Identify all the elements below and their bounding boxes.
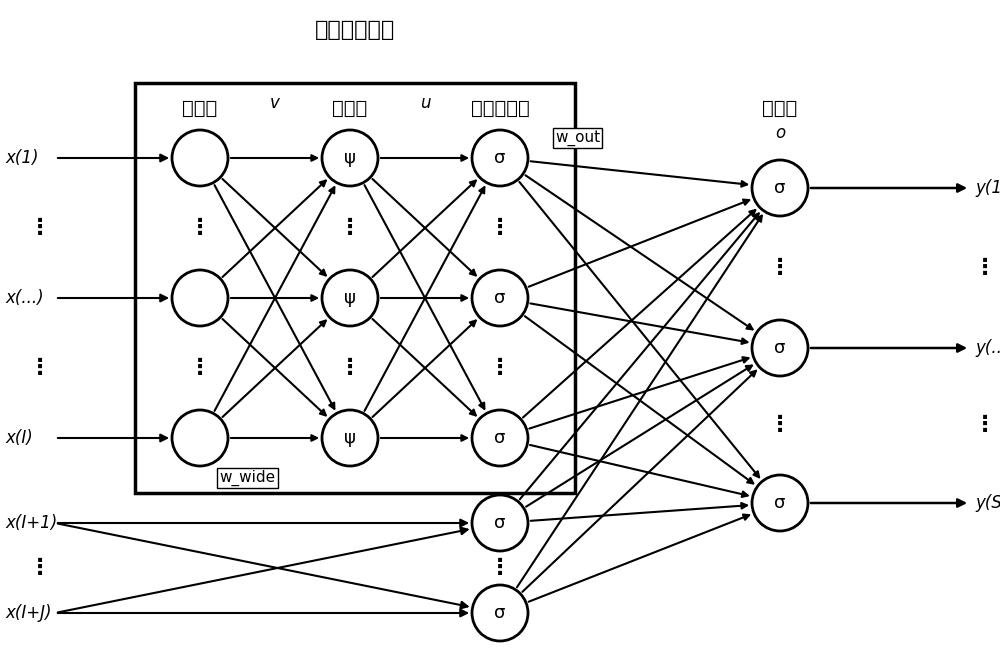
Circle shape bbox=[472, 410, 528, 466]
Circle shape bbox=[472, 270, 528, 326]
Circle shape bbox=[472, 495, 528, 551]
Circle shape bbox=[322, 410, 378, 466]
Text: x(...): x(...) bbox=[5, 289, 44, 307]
Text: 隐藏层: 隐藏层 bbox=[332, 99, 368, 118]
Text: ⋮: ⋮ bbox=[974, 415, 996, 436]
Text: ⋮: ⋮ bbox=[29, 558, 51, 578]
Text: u: u bbox=[420, 94, 430, 112]
Circle shape bbox=[752, 160, 808, 216]
Text: w_wide: w_wide bbox=[219, 470, 276, 486]
Circle shape bbox=[172, 130, 228, 186]
Text: y(1): y(1) bbox=[975, 179, 1000, 197]
Text: 输出层: 输出层 bbox=[762, 99, 798, 118]
Text: ψ: ψ bbox=[344, 289, 356, 307]
Text: σ: σ bbox=[774, 494, 786, 512]
Text: 输入层: 输入层 bbox=[182, 99, 218, 118]
Text: σ: σ bbox=[774, 179, 786, 197]
Text: v: v bbox=[270, 94, 280, 112]
Text: ⋮: ⋮ bbox=[339, 358, 361, 378]
Circle shape bbox=[172, 270, 228, 326]
Text: σ: σ bbox=[494, 289, 506, 307]
Circle shape bbox=[472, 130, 528, 186]
Text: x(I+J): x(I+J) bbox=[5, 604, 52, 622]
Text: x(1): x(1) bbox=[5, 149, 38, 167]
Text: x(I): x(I) bbox=[5, 429, 33, 447]
Text: σ: σ bbox=[494, 514, 506, 532]
Circle shape bbox=[752, 320, 808, 376]
Text: ⋮: ⋮ bbox=[489, 558, 511, 578]
Text: ⋮: ⋮ bbox=[339, 218, 361, 238]
Text: y(...): y(...) bbox=[975, 339, 1000, 357]
Text: ⋮: ⋮ bbox=[489, 218, 511, 238]
Text: ⋮: ⋮ bbox=[29, 218, 51, 238]
Text: ⋮: ⋮ bbox=[769, 258, 791, 278]
Text: ⋮: ⋮ bbox=[189, 358, 211, 378]
Text: ⋮: ⋮ bbox=[189, 218, 211, 238]
Text: x(I+1): x(I+1) bbox=[5, 514, 57, 532]
Circle shape bbox=[752, 475, 808, 531]
Text: σ: σ bbox=[494, 604, 506, 622]
Text: y(S): y(S) bbox=[975, 494, 1000, 512]
Circle shape bbox=[322, 270, 378, 326]
Text: 小波神经网络: 小波神经网络 bbox=[315, 20, 395, 40]
Circle shape bbox=[172, 410, 228, 466]
Text: σ: σ bbox=[774, 339, 786, 357]
Text: ⋮: ⋮ bbox=[769, 415, 791, 436]
Text: σ: σ bbox=[494, 149, 506, 167]
Text: ψ: ψ bbox=[344, 149, 356, 167]
Text: o: o bbox=[775, 124, 785, 142]
Text: σ: σ bbox=[494, 429, 506, 447]
Text: ⋮: ⋮ bbox=[489, 358, 511, 378]
Text: 小波输出层: 小波输出层 bbox=[471, 99, 529, 118]
Text: ψ: ψ bbox=[344, 429, 356, 447]
Circle shape bbox=[322, 130, 378, 186]
Circle shape bbox=[472, 585, 528, 641]
Text: ⋮: ⋮ bbox=[974, 258, 996, 278]
Text: w_out: w_out bbox=[555, 130, 600, 146]
Text: ⋮: ⋮ bbox=[29, 358, 51, 378]
